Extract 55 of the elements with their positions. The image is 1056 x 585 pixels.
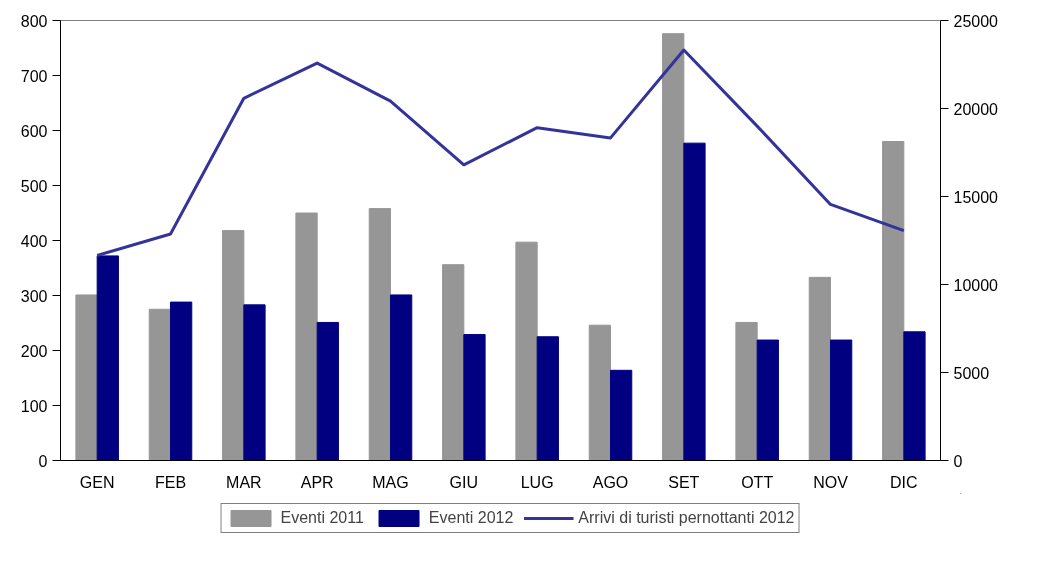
bar	[148, 308, 171, 461]
bar	[735, 321, 758, 461]
y-tick-label: 300	[20, 287, 48, 305]
y2-tick-label: 10000	[953, 276, 999, 294]
legend-label: Eventi 2012	[428, 509, 514, 527]
bar	[515, 241, 538, 461]
bar	[295, 212, 318, 461]
y2-tick-label: 25000	[953, 12, 999, 30]
bar	[368, 208, 391, 461]
y2-tick-label: 20000	[953, 100, 999, 118]
bar	[96, 255, 119, 461]
y2-tick-label: 15000	[953, 188, 999, 206]
x-tick-label: NOV	[813, 473, 849, 491]
y-tick-label: 200	[20, 342, 48, 360]
bar	[463, 334, 486, 461]
x-tick-label: MAR	[226, 473, 262, 491]
y2-tick-label: 5000	[953, 364, 990, 382]
bar	[756, 339, 779, 461]
bar	[882, 141, 905, 461]
bar	[442, 264, 465, 461]
y-tick-label: 400	[20, 232, 48, 250]
bar	[316, 321, 339, 461]
x-tick-label: AGO	[592, 473, 629, 491]
x-tick-label: APR	[300, 473, 334, 491]
legend-label: Arrivi di turisti pernottanti 2012	[578, 509, 795, 527]
bar	[588, 324, 611, 461]
x-tick-label: SET	[668, 473, 700, 491]
bar	[662, 33, 685, 461]
x-tick-label: MAG	[372, 473, 409, 491]
line-series	[95, 48, 906, 257]
bar	[390, 294, 413, 461]
x-tick-label: LUG	[520, 473, 554, 491]
bar	[610, 369, 633, 461]
y-tick-label: 100	[20, 397, 48, 415]
x-tick-label: GIU	[449, 473, 479, 491]
bar	[903, 331, 926, 461]
y-tick-label: 500	[20, 177, 48, 195]
bar	[830, 339, 853, 461]
x-tick-label: FEB	[154, 473, 187, 491]
y-tick-label: 800	[20, 12, 48, 30]
x-tick-label: GEN	[79, 473, 115, 491]
y-tick-label: 700	[20, 67, 48, 85]
bar	[222, 230, 245, 461]
bar	[536, 336, 559, 461]
bar	[808, 276, 831, 461]
x-tick-label: DIC	[890, 473, 918, 491]
y-tick-label: 0	[38, 452, 48, 470]
y2-tick-label: 0	[953, 452, 963, 470]
y-tick-label: 600	[20, 122, 48, 140]
x-tick-label: OTT	[741, 473, 774, 491]
bar	[170, 301, 193, 461]
bar	[243, 304, 266, 461]
bar	[75, 294, 98, 461]
legend-label: Eventi 2011	[280, 509, 364, 527]
bar	[683, 142, 706, 461]
